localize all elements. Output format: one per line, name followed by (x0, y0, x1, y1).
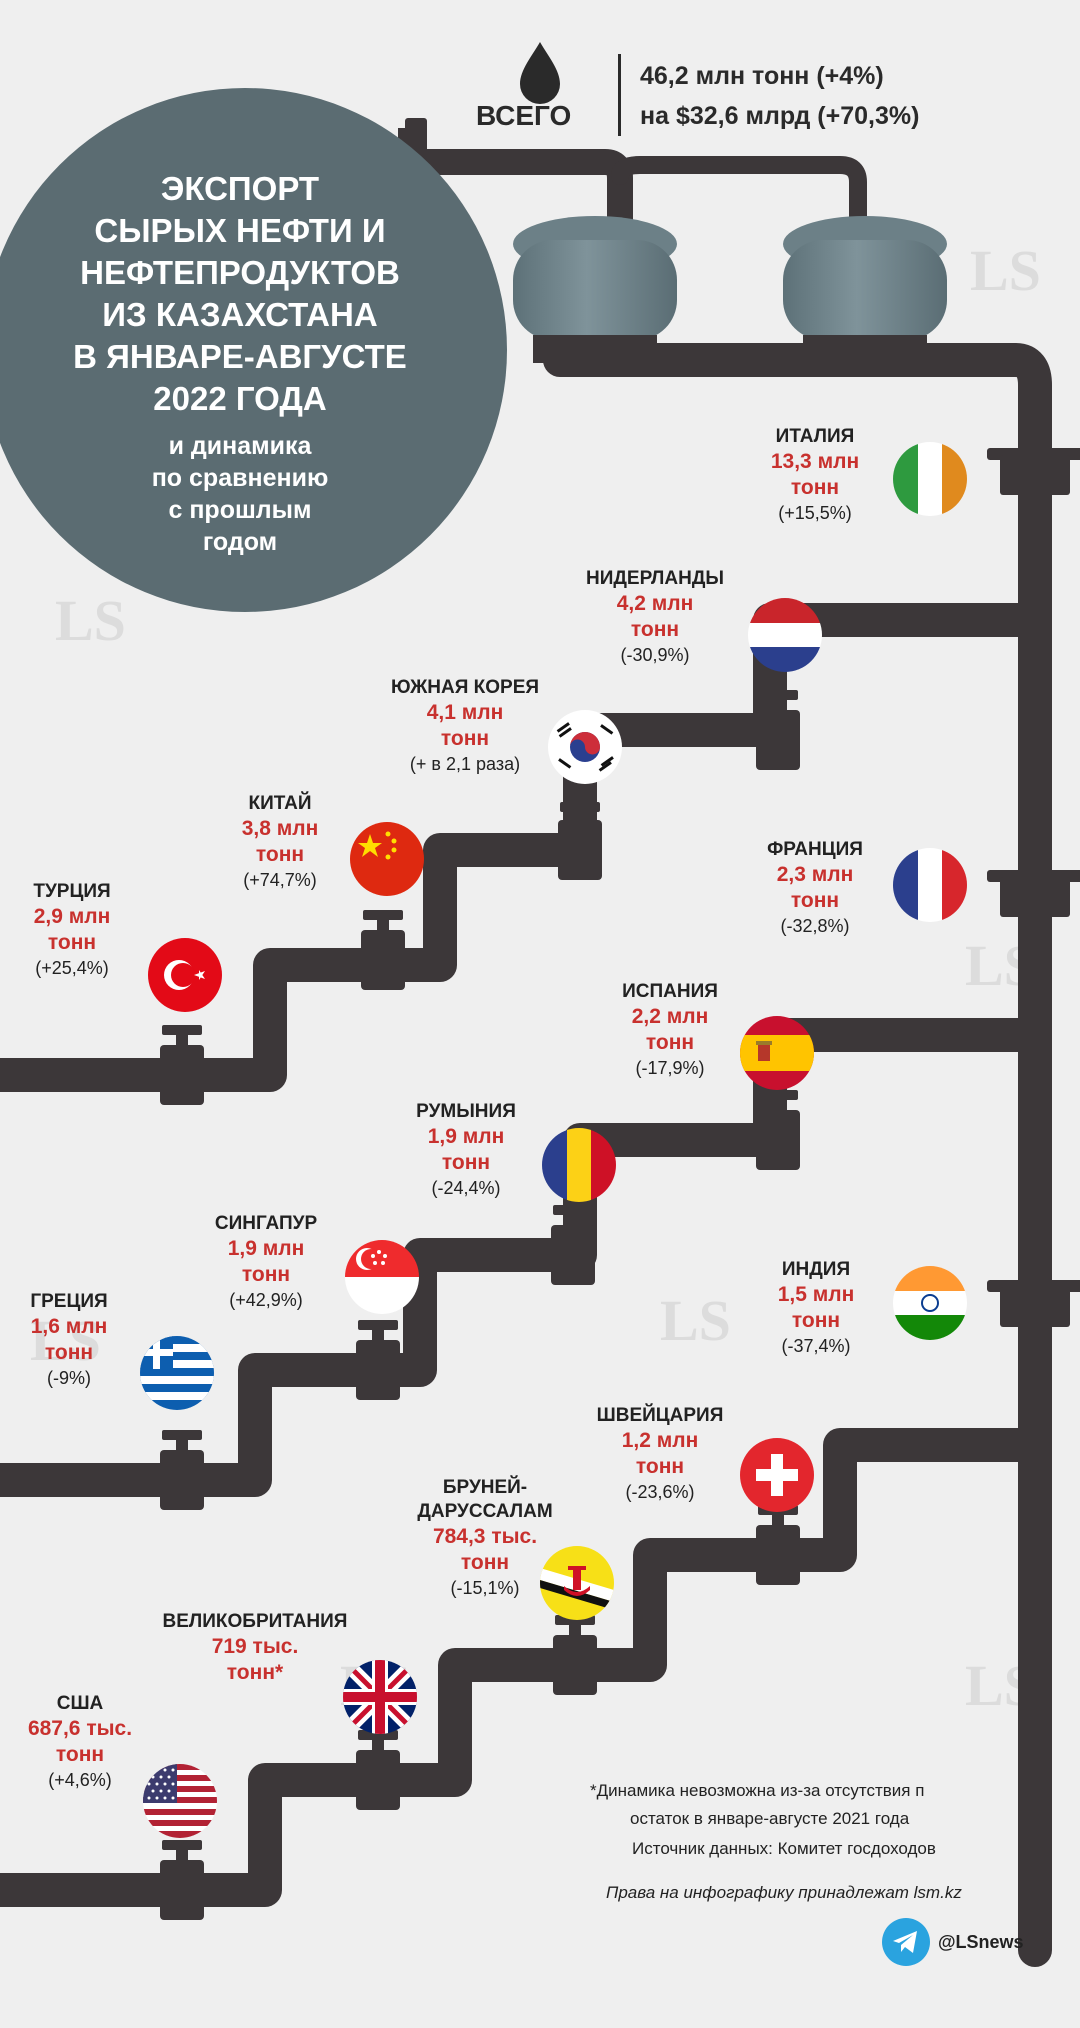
country-romania: РУМЫНИЯ 1,9 млн тонн (-24,4%) (416, 1101, 516, 1198)
country-uk: ВЕЛИКОБРИТАНИЯ 719 тыс. тонн* (162, 1611, 348, 1684)
subtitle-line: по сравнению (151, 464, 329, 492)
india-flag (893, 1266, 967, 1340)
france-flag (893, 848, 967, 922)
subtitle-line: годом (202, 528, 278, 556)
country-brunei: БРУНЕЙ- ДАРУССАЛАМ 784,3 тыс. тонн (-15,… (417, 1477, 553, 1598)
netherlands-flag (748, 598, 822, 672)
title-circle (0, 88, 507, 612)
country-turkey: ТУРЦИЯ 2,9 млн тонн (+25,4%) (33, 881, 111, 978)
data-source: Источник данных: Комитет госдоходов (632, 1839, 936, 1858)
title-line: СЫРЫХ НЕФТИ И (94, 212, 386, 249)
svg-text:LS: LS (55, 588, 126, 653)
title-line: ИЗ КАЗАХСТАНА (102, 296, 378, 333)
subtitle-line: с прошлым (168, 496, 312, 524)
singapore-flag (345, 1240, 419, 1314)
title-line: 2022 ГОДА (153, 380, 327, 417)
italy-flag (893, 442, 967, 516)
svg-text:LS: LS (970, 238, 1041, 303)
country-singapore: СИНГАПУР 1,9 млн тонн (+42,9%) (214, 1213, 318, 1310)
tanks (513, 216, 947, 363)
total-volume: 46,2 млн тонн (+4%) (640, 62, 884, 90)
telegram-icon (882, 1918, 930, 1966)
country-switzerland: ШВЕЙЦАРИЯ 1,2 млн тонн (-23,6%) (596, 1405, 724, 1502)
svg-text:LS: LS (30, 1308, 101, 1373)
oil-drop-icon (520, 42, 560, 104)
turkey-flag (148, 938, 222, 1012)
country-south-korea: ЮЖНАЯ КОРЕЯ 4,1 млн тонн (+ в 2,1 раза) (390, 677, 540, 774)
country-france: ФРАНЦИЯ 2,3 млн тонн (-32,8%) (767, 839, 863, 936)
telegram-link[interactable]: @LSnews (882, 1918, 1024, 1966)
country-italy: ИТАЛИЯ 13,3 млн тонн (+15,5%) (770, 426, 860, 523)
spain-flag (740, 1016, 814, 1090)
svg-text:LS: LS (660, 1288, 731, 1353)
usa-flag (143, 1764, 217, 1838)
brunei-flag (540, 1546, 614, 1620)
title-line: В ЯНВАРЕ-АВГУСТЕ (73, 338, 407, 375)
uk-flag (343, 1660, 417, 1734)
country-usa: США 687,6 тыс. тонн (+4,6%) (27, 1693, 133, 1790)
country-china: КИТАЙ 3,8 млн тонн (+74,7%) (241, 793, 319, 890)
footnote-line-2: остаток в январе-августе 2021 года (630, 1809, 910, 1828)
greece-flag (140, 1336, 214, 1410)
subtitle-line: и динамика (168, 432, 312, 460)
telegram-handle: @LSnews (938, 1931, 1024, 1952)
title-line: ЭКСПОРТ (160, 170, 320, 207)
total-value: на $32,6 млрд (+70,3%) (640, 102, 920, 130)
footnote-line-1: *Динамика невозможна из-за отсутствия п (590, 1781, 925, 1800)
south-korea-flag (548, 710, 622, 784)
title-block: ЭКСПОРТ СЫРЫХ НЕФТИ И НЕФТЕПРОДУКТОВ ИЗ … (30, 168, 450, 558)
switzerland-flag (740, 1438, 814, 1512)
china-flag (350, 822, 424, 896)
country-spain: ИСПАНИЯ 2,2 млн тонн (-17,9%) (622, 981, 718, 1078)
country-greece: ГРЕЦИЯ 1,6 млн тонн (-9%) (30, 1291, 108, 1388)
title-line: НЕФТЕПРОДУКТОВ (80, 254, 400, 291)
top-pipes (397, 149, 1052, 1967)
total-label: ВСЕГО (476, 100, 572, 131)
rights-notice: Права на инфографику принадлежат lsm.kz (606, 1883, 962, 1902)
country-india: ИНДИЯ 1,5 млн тонн (-37,4%) (777, 1259, 855, 1356)
romania-flag (542, 1128, 616, 1202)
country-netherlands: НИДЕРЛАНДЫ 4,2 млн тонн (-30,9%) (586, 568, 724, 665)
